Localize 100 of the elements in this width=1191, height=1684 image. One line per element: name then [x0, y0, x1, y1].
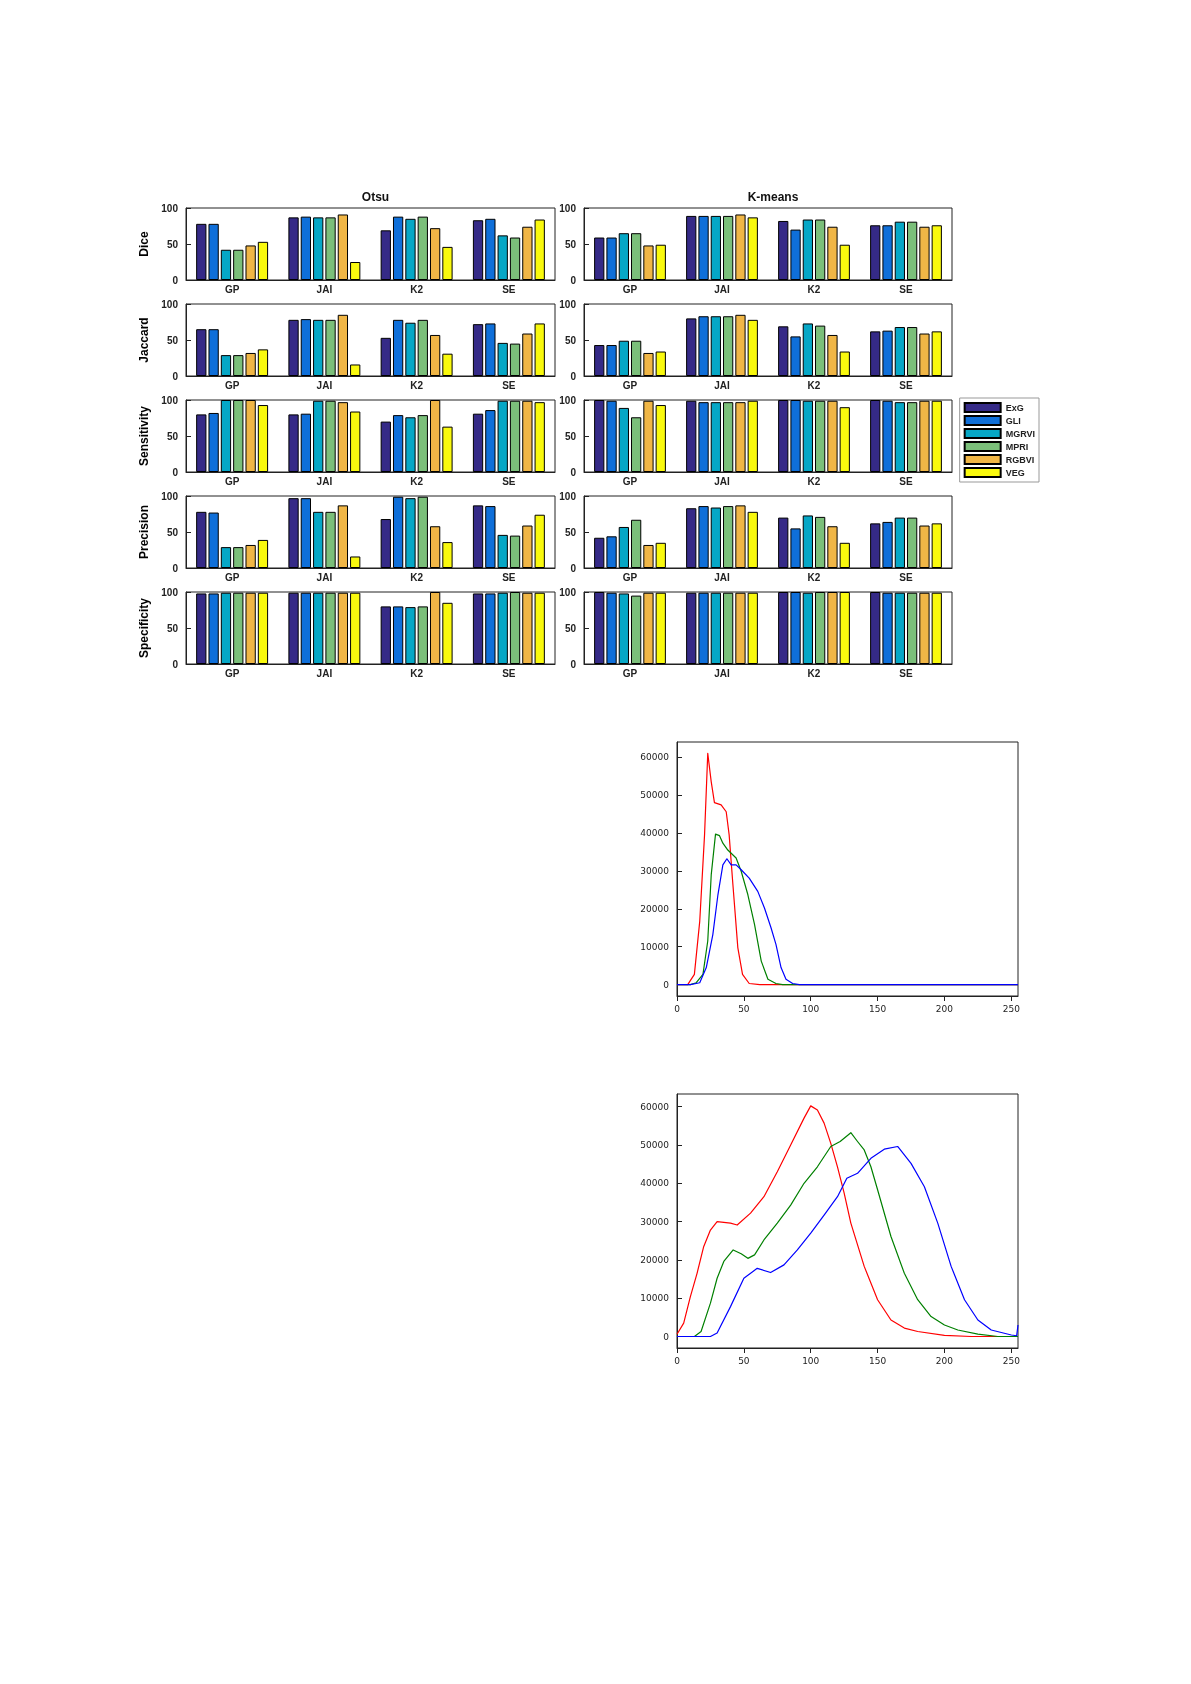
y-tick-label: 100	[559, 490, 577, 502]
bar	[429, 334, 441, 376]
x-tick-label: 200	[935, 1355, 954, 1366]
bar	[405, 322, 416, 376]
bar	[325, 217, 336, 280]
bar	[288, 414, 299, 472]
bar	[710, 402, 721, 472]
bar	[300, 413, 312, 472]
y-tick-label: 0	[172, 274, 179, 286]
y-tick-label: 0	[570, 466, 577, 478]
bar	[392, 415, 404, 472]
y-tick-label: 50	[564, 430, 577, 442]
y-tick-label: 100	[161, 586, 179, 598]
y-tick-label: 10000	[640, 941, 670, 952]
x-tick-label: 100	[802, 1355, 820, 1366]
bar	[380, 606, 391, 664]
bar	[442, 542, 453, 568]
y-axis-title: Jaccard	[137, 317, 152, 363]
bar	[300, 498, 312, 568]
bar	[337, 314, 349, 376]
bar	[723, 402, 734, 472]
bar	[288, 319, 299, 376]
bar	[509, 343, 521, 376]
bar	[815, 516, 826, 568]
x-tick-label: K2	[807, 667, 821, 679]
bar	[257, 539, 269, 568]
bar	[442, 246, 453, 280]
y-tick-label: 100	[559, 586, 577, 598]
bar	[337, 214, 349, 280]
bar	[220, 400, 232, 472]
y-tick-label: 0	[570, 658, 577, 670]
bar	[380, 421, 391, 472]
legend-label: MPRI	[1005, 441, 1029, 452]
bar	[509, 592, 521, 664]
bar	[380, 519, 391, 568]
chart-title: Otsu	[361, 190, 390, 204]
bar	[313, 400, 324, 472]
bar	[710, 507, 721, 568]
y-axis-title: Sensitivity	[137, 405, 152, 467]
bar	[325, 592, 336, 664]
bar	[350, 262, 361, 280]
x-tick-label: JAI	[316, 667, 333, 679]
bar	[417, 606, 428, 664]
y-tick-label: 100	[161, 394, 179, 406]
bar	[802, 219, 813, 280]
bar	[220, 592, 232, 664]
bar	[618, 340, 629, 376]
legend-label: RGBVI	[1005, 454, 1035, 465]
bar	[429, 592, 441, 664]
bar	[894, 517, 905, 568]
bar	[442, 602, 453, 664]
bar	[815, 400, 826, 472]
x-tick-label: JAI	[714, 667, 730, 679]
y-tick-label: 0	[172, 466, 179, 478]
bar	[723, 215, 734, 280]
y-tick-label: 50	[166, 238, 179, 250]
bar	[350, 364, 361, 376]
y-tick-label: 50000	[640, 1139, 670, 1150]
bar	[325, 511, 336, 568]
bar	[472, 324, 484, 376]
bar	[417, 496, 428, 568]
x-tick-label: 0	[674, 1003, 681, 1014]
bar	[509, 400, 521, 472]
legend-label: GLI	[1005, 415, 1021, 426]
bar	[710, 215, 721, 280]
x-tick-label: 250	[1002, 1355, 1021, 1366]
bar	[392, 606, 404, 664]
x-tick-label: 100	[802, 1003, 820, 1014]
bar	[257, 349, 269, 376]
bar	[894, 402, 905, 472]
y-tick-label: 0	[172, 370, 179, 382]
bar	[288, 217, 299, 280]
x-tick-label: GP	[622, 667, 638, 679]
bar	[429, 526, 441, 568]
bar	[392, 216, 404, 280]
bar	[631, 233, 642, 280]
x-tick-label: GP	[224, 379, 240, 391]
bar	[405, 218, 416, 280]
x-tick-label: JAI	[714, 475, 730, 487]
x-tick-label: GP	[622, 283, 638, 295]
y-tick-label: 100	[161, 298, 179, 310]
y-tick-label: 100	[559, 202, 577, 214]
bar	[472, 593, 484, 664]
x-tick-label: GP	[622, 571, 638, 583]
bar	[288, 592, 299, 664]
x-tick-label: K2	[807, 571, 821, 583]
x-tick-label: 150	[868, 1003, 887, 1014]
bar	[220, 547, 232, 568]
y-tick-label: 10000	[640, 1293, 670, 1304]
bar	[802, 400, 813, 472]
x-tick-label: K2	[807, 379, 821, 391]
bar	[220, 249, 232, 280]
y-tick-label: 100	[161, 490, 179, 502]
y-tick-label: 20000	[640, 1254, 670, 1265]
bar	[509, 535, 521, 568]
x-tick-label: GP	[622, 379, 638, 391]
x-tick-label: K2	[410, 379, 424, 391]
y-axis-title: Dice	[137, 231, 152, 257]
x-tick-label: JAI	[714, 571, 730, 583]
x-tick-label: GP	[224, 475, 240, 487]
